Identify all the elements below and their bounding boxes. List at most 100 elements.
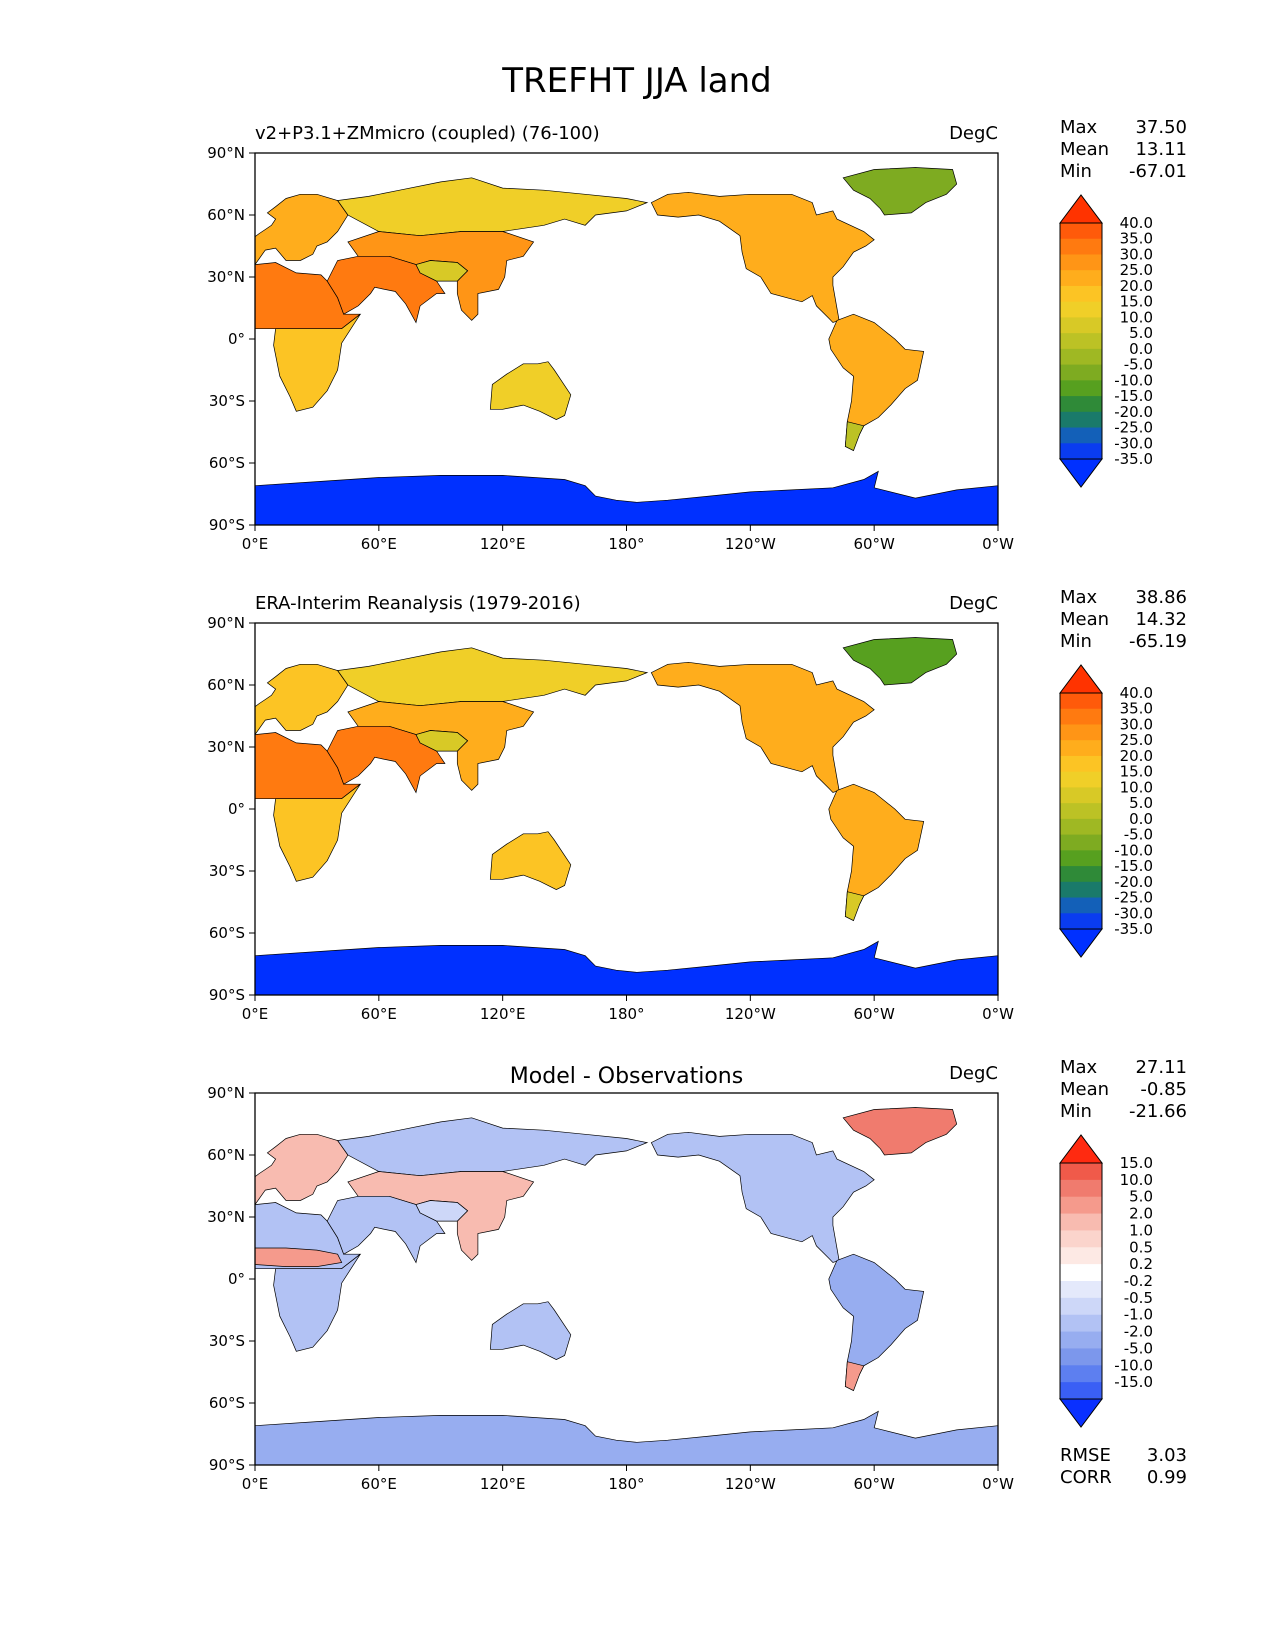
colorbar-bin (1060, 881, 1102, 898)
colorbar-bin (1060, 1314, 1102, 1332)
panel-1: 0°E 60°E 120°E 180° 120°W 60°W 0°W 90°N 60°N 30°N… (207, 117, 1187, 553)
colorbar-level-label: 40.0 (1120, 684, 1153, 702)
y-tick-label: 60°N (207, 1146, 245, 1164)
x-tick-label: 120°W (725, 1475, 776, 1493)
region-south-asia (326, 725, 446, 794)
stat-mean-label: Mean (1060, 139, 1109, 160)
x-tick-label: 120°E (480, 1005, 526, 1023)
x-tick-label: 180° (608, 1005, 644, 1023)
region-tibet (415, 260, 469, 282)
colorbar-bin (1060, 755, 1102, 773)
x-tick-label: 60°W (853, 535, 895, 553)
y-tick-label: 30°S (209, 1332, 245, 1350)
region-southern-africa (273, 783, 361, 882)
colorbar-level-label: 30.0 (1120, 715, 1153, 733)
colorbar-level-label: 30.0 (1120, 245, 1153, 263)
colorbar-bin (1060, 1179, 1102, 1198)
colorbar-level-label: 20.0 (1120, 277, 1153, 295)
colorbar-level-label: 25.0 (1120, 731, 1153, 749)
x-tick-label: 0°W (982, 1005, 1014, 1023)
colorbar-level-label: -0.5 (1124, 1289, 1153, 1307)
colorbar-bin (1060, 1281, 1102, 1299)
y-tick-label: 30°N (207, 1208, 245, 1226)
colorbar-level-label: -25.0 (1114, 419, 1153, 437)
y-tick-label: 60°N (207, 206, 245, 224)
colorbar-level-label: -15.0 (1114, 857, 1153, 875)
x-tick-label: 0°E (242, 535, 269, 553)
land-regions (255, 1107, 998, 1465)
y-tick-label: 0° (228, 330, 245, 348)
colorbar-level-label: -35.0 (1114, 920, 1153, 938)
colorbar-level-label: 15.0 (1120, 293, 1153, 311)
region-north-america (650, 661, 875, 793)
colorbar-bin (1060, 380, 1102, 397)
x-tick-label: 60°E (361, 535, 397, 553)
colorbar-level-label: 20.0 (1120, 747, 1153, 765)
colorbar-level-label: -30.0 (1114, 434, 1153, 452)
colorbar-bin (1060, 740, 1102, 757)
colorbar-bin (1060, 1196, 1102, 1214)
colorbar: 40.035.030.025.020.015.010.05.00.0-5.0-1… (1059, 664, 1153, 958)
x-tick-label: 60°W (853, 1005, 895, 1023)
stat-mean-value: -0.85 (1140, 1079, 1187, 1100)
colorbar-bin (1060, 897, 1102, 914)
colorbar-bin (1060, 333, 1102, 350)
y-tick-label: 30°N (207, 268, 245, 286)
land-regions (255, 637, 998, 995)
region-patagonia (844, 891, 865, 922)
colorbar-bin (1060, 1348, 1102, 1366)
corr-label: CORR (1060, 1467, 1112, 1488)
figure-title: TREFHT JJA land (501, 61, 772, 101)
stat-mean-label: Mean (1060, 609, 1109, 630)
colorbar-level-label: 0.0 (1129, 810, 1153, 828)
y-tick-label: 30°S (209, 862, 245, 880)
colorbar-bin (1060, 270, 1102, 287)
colorbar-extend-bottom (1059, 928, 1103, 958)
colorbar-level-label: 5.0 (1129, 1188, 1153, 1206)
region-antarctica (255, 940, 998, 995)
colorbar-level-label: -10.0 (1114, 371, 1153, 389)
stat-mean-value: 14.32 (1135, 609, 1187, 630)
region-australia (489, 831, 572, 890)
colorbar-bin (1060, 866, 1102, 883)
y-tick-label: 60°S (209, 454, 245, 472)
colorbar-extend-bottom (1059, 1398, 1103, 1428)
stat-max-label: Max (1060, 587, 1098, 608)
region-south-asia (326, 1195, 446, 1264)
stat-max-value: 27.11 (1135, 1057, 1187, 1078)
x-tick-label: 60°W (853, 1475, 895, 1493)
region-europe (255, 193, 349, 266)
colorbar-bin (1060, 364, 1102, 381)
colorbar-level-label: 0.0 (1129, 340, 1153, 358)
x-tick-label: 0°W (982, 535, 1014, 553)
panel-2: 0°E 60°E 120°E 180° 120°W 60°W 0°W 90°N 60°N 30°N… (207, 587, 1187, 1023)
region-australia (489, 1301, 572, 1360)
region-north-america (650, 191, 875, 323)
y-tick-label: 90°N (207, 144, 245, 162)
colorbar-bin (1060, 411, 1102, 428)
colorbar-level-label: 2.0 (1129, 1205, 1153, 1223)
colorbar-bin (1060, 285, 1102, 303)
colorbar-frame (1059, 692, 1103, 930)
y-tick-label: 0° (228, 800, 245, 818)
y-tick-label: 60°S (209, 1394, 245, 1412)
colorbar-bin (1060, 1297, 1102, 1316)
colorbar-bin (1060, 396, 1102, 413)
colorbar-level-label: 40.0 (1120, 214, 1153, 232)
x-tick-label: 120°E (480, 535, 526, 553)
colorbar-level-label: 15.0 (1120, 1154, 1153, 1172)
colorbar-bin (1060, 818, 1102, 835)
colorbar-bin (1060, 803, 1102, 820)
colorbar-level-label: -10.0 (1114, 841, 1153, 859)
units-label: DegC (949, 593, 998, 614)
colorbar-level-label: -35.0 (1114, 450, 1153, 468)
colorbar-level-label: -1.0 (1124, 1306, 1153, 1324)
colorbar-level-label: 0.2 (1129, 1255, 1153, 1273)
colorbar-extend-top (1059, 1134, 1103, 1164)
colorbar-bin (1060, 254, 1102, 271)
corr-value: 0.99 (1147, 1467, 1187, 1488)
region-greenland (842, 167, 958, 216)
region-tibet (415, 1200, 469, 1222)
colorbar-level-label: -0.2 (1124, 1272, 1153, 1290)
